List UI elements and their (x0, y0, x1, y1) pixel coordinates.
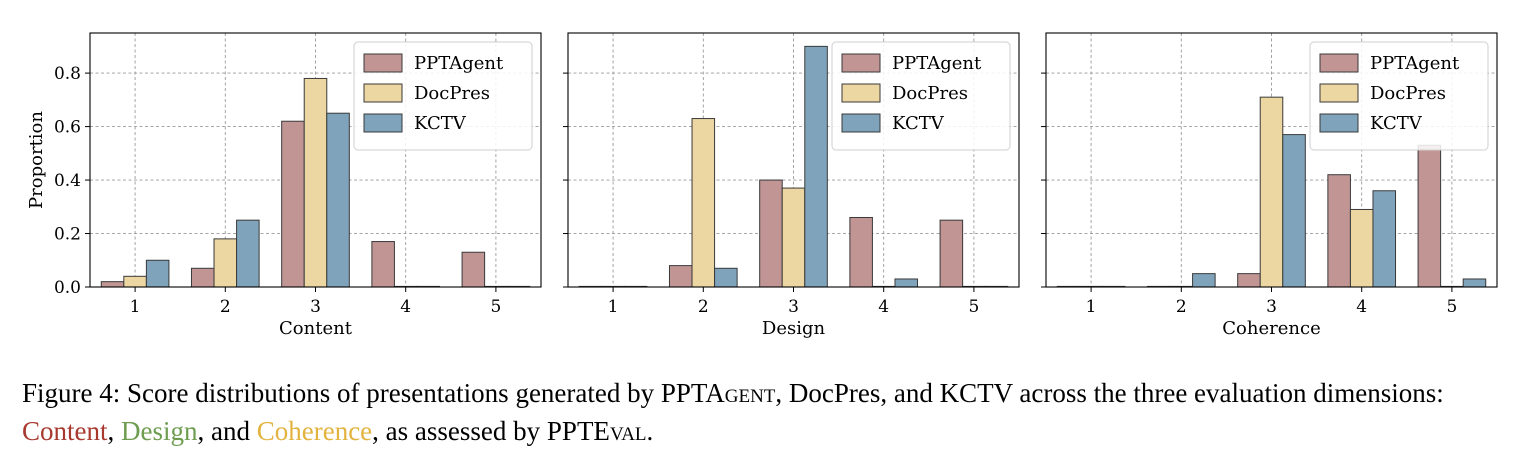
caption-pptagent-head: PPTA (660, 378, 725, 408)
caption-ppteval-tail: val (609, 416, 647, 446)
caption-ppteval-head: PPTE (546, 416, 610, 446)
figure-chart-panels: 0.0 0.2 0.4 0.6 0.8 1 2 3 4 5 Content Proportion PPT… (26, 32, 1498, 339)
legend-label-pptagent: PPTAgent (1370, 53, 1460, 74)
caption-sep-2: , and (197, 416, 257, 446)
legend-label-docpres: DocPres (1370, 83, 1446, 104)
bar-docpres-2 (691, 118, 716, 288)
bar-kctv-5 (1462, 278, 1487, 288)
legend-swatch-pptagent (363, 53, 403, 73)
bar-docpres-3 (303, 77, 328, 288)
bar-docpres-1 (123, 275, 147, 288)
x-tick-label: 4 (878, 297, 889, 317)
legend-label-pptagent: PPTAgent (414, 53, 504, 74)
figure-caption: Figure 4: Score distributions of present… (22, 374, 1512, 450)
caption-design: Design (121, 416, 198, 446)
legend-label-pptagent: PPTAgent (892, 53, 982, 74)
bar-kctv-4 (1372, 190, 1397, 288)
caption-ppteval: PPTEval (547, 416, 647, 446)
bar-pptagent-1 (100, 281, 125, 288)
y-tick-label: 0.2 (54, 225, 81, 245)
legend-swatch-kctv (841, 113, 881, 133)
x-tick-label: 4 (1356, 297, 1367, 317)
caption-pptagent: PPTAgent (661, 378, 776, 408)
bar-kctv-3 (326, 112, 350, 288)
chart-panel-design: 1 2 3 4 5 Design PPTAgent DocPres KCTV (563, 32, 1020, 339)
legend: PPTAgent DocPres KCTV (831, 41, 1011, 151)
legend-swatch-docpres (841, 83, 881, 103)
x-tick-label: 3 (788, 297, 799, 317)
x-tick-label: 2 (698, 297, 709, 317)
x-tick-label: 1 (1086, 297, 1097, 317)
bar-pptagent-2 (668, 265, 693, 288)
bar-docpres-4 (1349, 208, 1374, 288)
bar-pptagent-5 (939, 219, 964, 288)
x-axis-label: Coherence (1222, 318, 1320, 339)
caption-text-3: , as assessed by (372, 416, 547, 446)
legend-swatch-docpres (1319, 83, 1359, 103)
x-axis-label: Design (762, 318, 826, 339)
legend: PPTAgent DocPres KCTV (1309, 41, 1489, 151)
bar-pptagent-3 (759, 179, 783, 288)
x-tick-label: 3 (1266, 297, 1277, 317)
y-tick-label: 0.0 (54, 278, 81, 298)
legend-label-docpres: DocPres (414, 83, 490, 104)
bar-pptagent-4 (849, 216, 873, 288)
caption-text-2: , DocPres, and KCTV across the three eva… (775, 378, 1444, 408)
bar-pptagent-4 (1327, 174, 1351, 288)
x-tick-label: 1 (608, 297, 619, 317)
bar-pptagent-3 (1237, 273, 1261, 288)
caption-sep-1: , (107, 416, 121, 446)
legend-label-kctv: KCTV (414, 113, 467, 134)
x-tick-label: 2 (220, 297, 231, 317)
legend-swatch-docpres (363, 83, 403, 103)
bar-pptagent-2 (190, 267, 215, 288)
legend: PPTAgent DocPres KCTV (353, 41, 533, 151)
bar-kctv-3 (804, 45, 828, 288)
bar-kctv-4 (894, 278, 919, 288)
legend-swatch-pptagent (1319, 53, 1359, 73)
caption-pptagent-tail: gent (724, 378, 776, 408)
x-axis-label: Content (279, 318, 353, 339)
caption-text-1: Score distributions of presentations gen… (120, 378, 661, 408)
bar-kctv-3 (1282, 134, 1306, 288)
legend-swatch-pptagent (841, 53, 881, 73)
bar-docpres-2 (213, 238, 238, 288)
y-axis-label: Proportion (26, 111, 47, 209)
x-tick-label: 2 (1176, 297, 1187, 317)
x-tick-label: 5 (490, 297, 501, 317)
caption-coherence: Coherence (256, 416, 373, 446)
x-tick-label: 5 (968, 297, 979, 317)
caption-end: . (646, 416, 654, 446)
caption-content: Content (22, 416, 108, 446)
bar-kctv-2 (714, 267, 738, 288)
legend-label-kctv: KCTV (1370, 113, 1423, 134)
legend-swatch-kctv (363, 113, 403, 133)
bar-docpres-3 (1259, 96, 1284, 288)
bar-docpres-3 (781, 187, 806, 288)
legend-label-kctv: KCTV (892, 113, 945, 134)
bar-pptagent-3 (281, 120, 305, 288)
bar-kctv-1 (145, 259, 170, 288)
bar-kctv-2 (1192, 273, 1216, 288)
bar-pptagent-4 (371, 241, 395, 288)
y-tick-label: 0.6 (54, 118, 81, 138)
caption-label: Figure 4: (22, 378, 121, 408)
x-tick-label: 3 (310, 297, 321, 317)
bar-pptagent-5 (1417, 144, 1442, 288)
bar-pptagent-5 (461, 251, 486, 288)
x-tick-label: 4 (400, 297, 411, 317)
legend-label-docpres: DocPres (892, 83, 968, 104)
bar-kctv-2 (236, 219, 260, 288)
y-tick-label: 0.4 (54, 171, 81, 191)
legend-swatch-kctv (1319, 113, 1359, 133)
y-tick-label: 0.8 (54, 64, 81, 84)
x-tick-label: 1 (130, 297, 141, 317)
chart-panel-coherence: 1 2 3 4 5 Coherence PPTAgent DocPres KCTV (1041, 32, 1498, 339)
x-tick-label: 5 (1446, 297, 1457, 317)
chart-panel-content: 0.0 0.2 0.4 0.6 0.8 1 2 3 4 5 Content Proportion PPT… (26, 32, 542, 339)
